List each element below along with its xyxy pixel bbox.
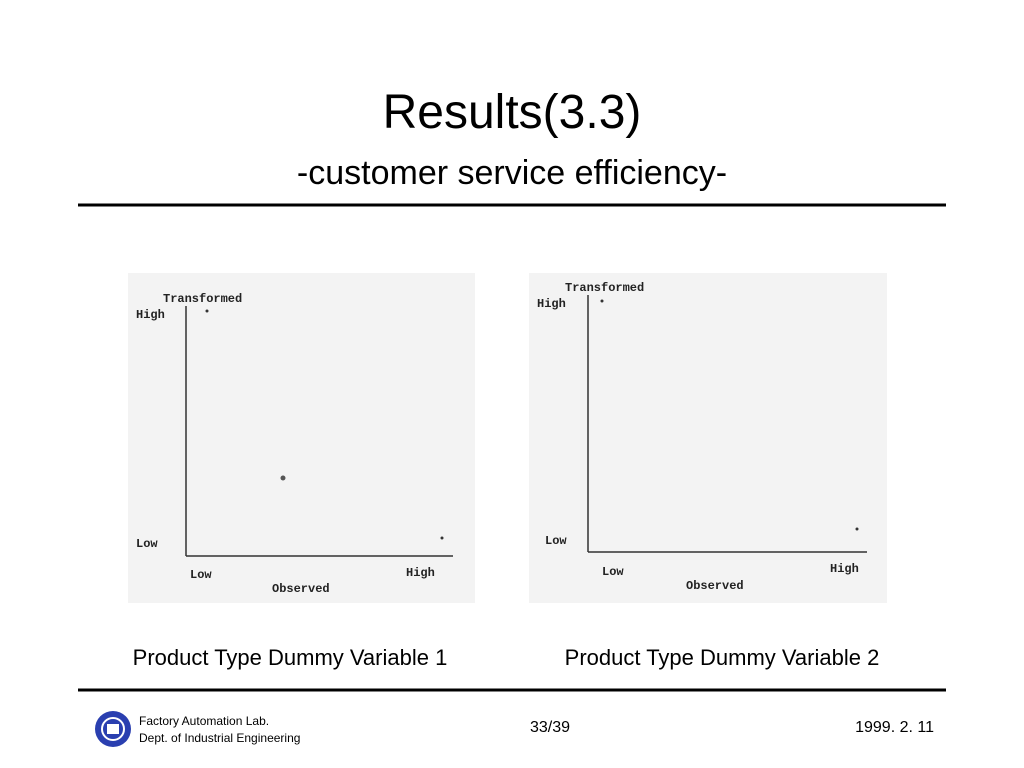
scan-bg <box>128 273 475 603</box>
caption: Product Type Dummy Variable 1 <box>133 645 448 670</box>
caption: Product Type Dummy Variable 2 <box>565 645 880 670</box>
org-line: Factory Automation Lab. <box>139 714 269 728</box>
x-high: High <box>406 566 435 580</box>
y-low: Low <box>545 534 567 548</box>
y-high: High <box>537 297 566 311</box>
org-line: Dept. of Industrial Engineering <box>139 731 300 745</box>
y-label: Transformed <box>565 281 644 295</box>
logo-mark <box>107 724 119 734</box>
logo <box>95 711 131 747</box>
title: Results(3.3) <box>383 86 642 139</box>
point <box>600 299 604 303</box>
y-low: Low <box>136 537 158 551</box>
x-label: Observed <box>686 579 744 593</box>
point <box>205 309 209 313</box>
scan-bg <box>529 273 887 603</box>
y-label: Transformed <box>163 292 242 306</box>
logo-ring <box>101 717 125 741</box>
x-label: Observed <box>272 582 330 596</box>
subtitle: -customer service efficiency- <box>297 154 727 192</box>
x-low: Low <box>602 565 624 579</box>
point <box>440 536 444 540</box>
page-number: 33/39 <box>530 719 570 736</box>
figure-1: Transformed High Low Low High Observed <box>128 273 475 603</box>
date: 1999. 2. 11 <box>855 719 934 736</box>
y-high: High <box>136 308 165 322</box>
point <box>280 475 286 481</box>
figure-2: Transformed High Low Low High Observed <box>529 273 887 603</box>
x-low: Low <box>190 568 212 582</box>
point <box>855 527 859 531</box>
x-high: High <box>830 562 859 576</box>
